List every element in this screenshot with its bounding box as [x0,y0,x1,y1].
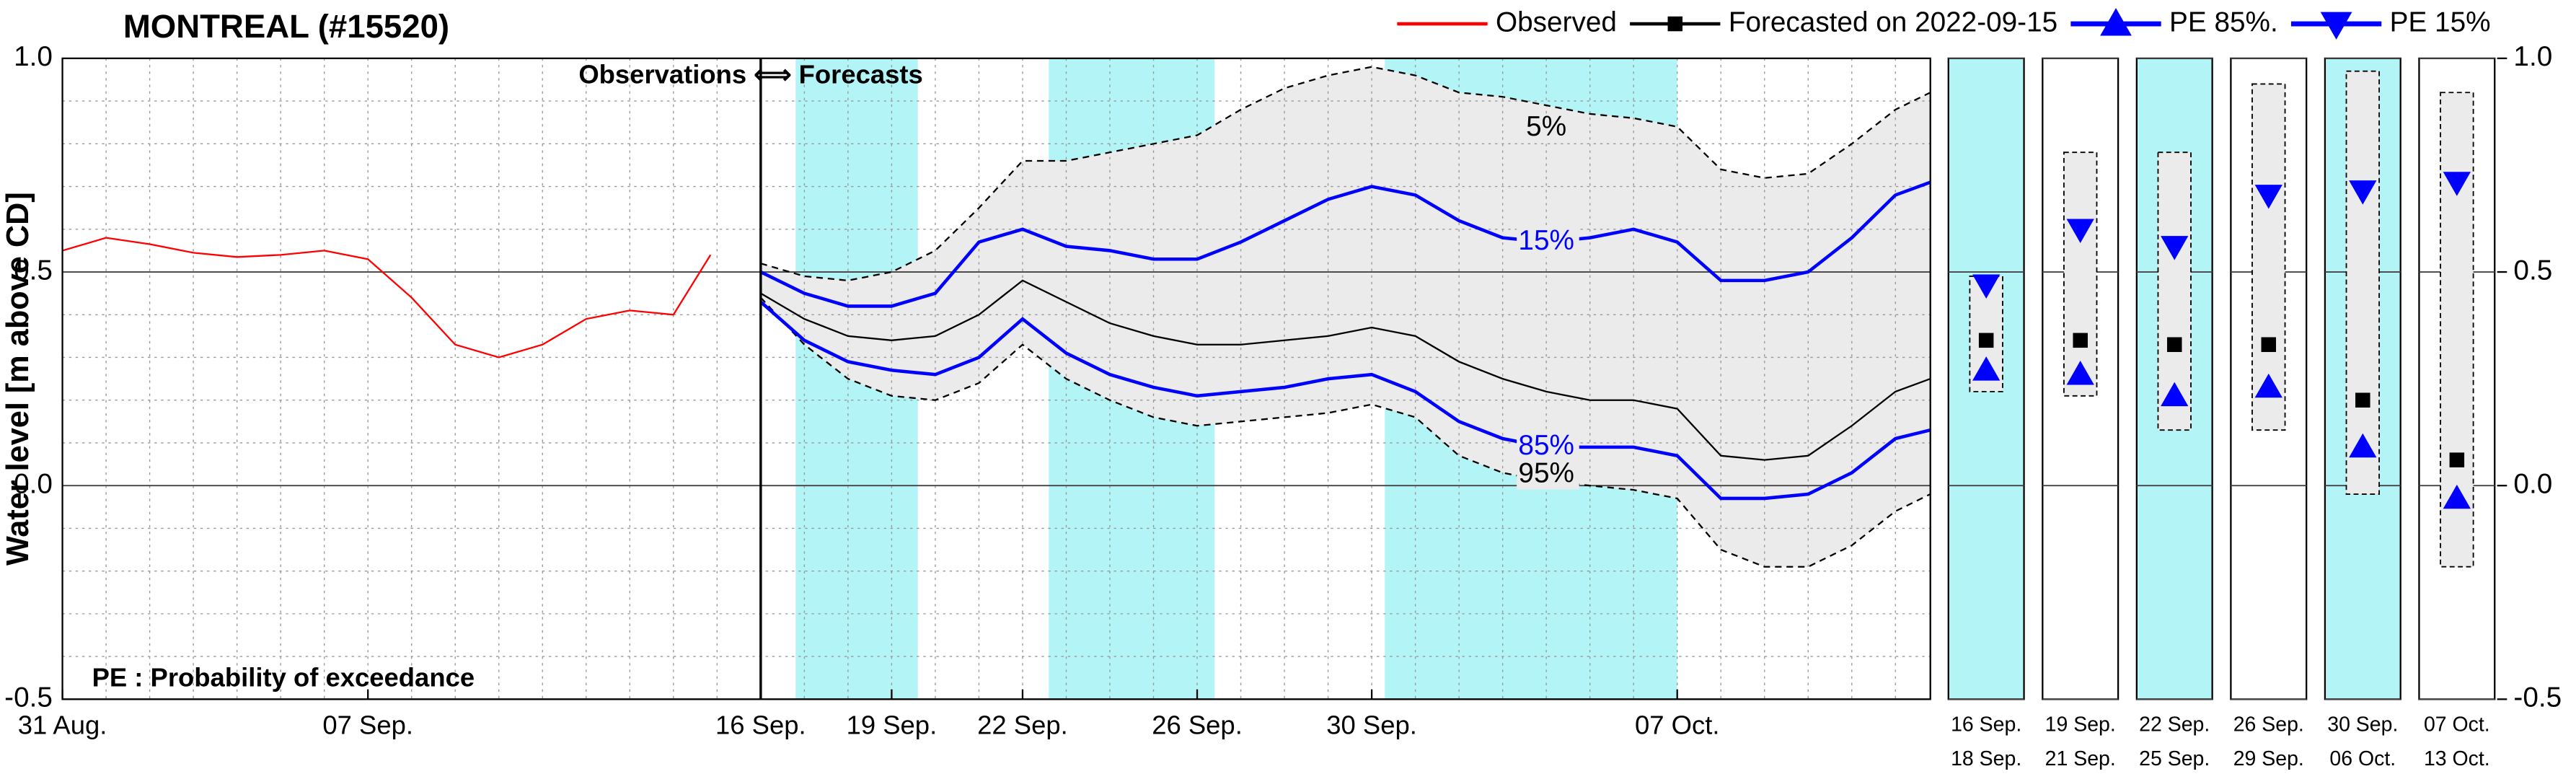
marker-triangle-down [2349,180,2377,205]
label-background [1517,459,1579,490]
x-tick-label: 30 Sep. [1326,711,1417,740]
marker-triangle-up [2349,433,2377,458]
marker-triangle-up [2100,8,2132,36]
series-line [760,279,1931,461]
marker-square [1667,16,1683,32]
layer: 5% 95%85% 15% [62,66,1931,568]
panel-label: 29 Sep. [2233,747,2304,770]
legend-label: PE 15% [2390,6,2491,38]
marker-square [2449,452,2465,467]
y-tick-label: 0.0 [14,468,53,499]
y2-tick-label: 0.5 [2513,255,2552,286]
legend-label: Observed [1496,6,1617,38]
panel-label: 16 Sep. [1951,713,2021,736]
marker-triangle-up [1972,356,2001,381]
panel-label: 06 Oct. [2329,747,2396,770]
marker-square [2355,392,2370,408]
marker-square [2166,337,2182,352]
y-tick-label: -0.5 [4,682,53,713]
annotation: Observations ⟺ Forecasts [578,60,923,89]
range-box [2251,83,2286,431]
panel-label: 30 Sep. [2327,713,2398,736]
layer [760,57,2496,700]
envelope-line [760,66,1931,282]
label-background [1517,113,1579,144]
panel-label: 07 Oct. [2424,713,2490,736]
marker-triangle-up [2066,361,2094,385]
x-tick-label: 19 Sep. [847,711,938,740]
chart-title: MONTREAL (#15520) [123,8,449,45]
curve-label: 5% [1526,111,1566,142]
x-tick-label: 07 Sep. [322,711,413,740]
y2-tick-label: 1.0 [2513,41,2552,72]
y-axis-label: Water level [m above CD] [1,192,35,566]
panel-label: 25 Sep. [2139,747,2210,770]
curve-label: 15% [1518,225,1574,256]
panel-label: 21 Sep. [2045,747,2116,770]
marker-triangle-down [1972,274,2001,299]
marker-square [2073,333,2088,348]
marker-square [1978,333,1994,348]
marker-triangle-down [2443,172,2471,196]
series-line [759,300,1931,501]
marker-triangle-down [2254,185,2282,209]
layer: -0.5 -0.5 0.0 0.0 0.5 0.5 1.0 1.0 31 Aug. 07 Sep.… [4,6,2562,770]
x-tick-label: 26 Sep. [1152,711,1243,740]
marker-triangle-up [2254,373,2282,398]
marker-triangle-up [2443,484,2471,509]
y2-tick-label: -0.5 [2513,682,2562,713]
marker-triangle-down [2161,236,2189,260]
y2-tick-label: 0.0 [2513,468,2552,499]
legend-label: PE 85%. [2169,6,2278,38]
label-background [1517,432,1579,462]
legend-label: Forecasted on 2022-09-15 [1729,6,2057,38]
label-background [1517,227,1579,258]
panel-label: 18 Sep. [1951,747,2021,770]
x-tick-label: 07 Oct. [1635,711,1719,740]
panel-label: 19 Sep. [2045,713,2116,736]
envelope-fill [760,66,1931,567]
curve-label: 85% [1518,430,1574,461]
x-tick-label: 16 Sep. [715,711,806,740]
panel-label: 26 Sep. [2233,713,2304,736]
range-box [2345,70,2380,495]
marker-triangle-down [2066,219,2094,243]
series-line [62,237,712,359]
curve-label: 95% [1518,457,1574,488]
panel [1947,57,2025,700]
series-line [759,180,1931,308]
panel-label: 22 Sep. [2139,713,2210,736]
x-tick-label: 22 Sep. [977,711,1068,740]
marker-triangle-down [2320,12,2352,40]
x-tick-label: 31 Aug. [18,711,107,740]
marker-triangle-up [2161,382,2189,407]
y-tick-label: 1.0 [14,41,53,72]
marker-square [2261,337,2277,352]
range-box [2063,151,2098,397]
envelope-line [760,296,1931,568]
y-tick-label: 0.5 [14,255,53,286]
plot-frame [61,57,1931,700]
annotation: PE : Probability of exceedance [92,663,475,692]
panel-label: 13 Oct. [2424,747,2490,770]
